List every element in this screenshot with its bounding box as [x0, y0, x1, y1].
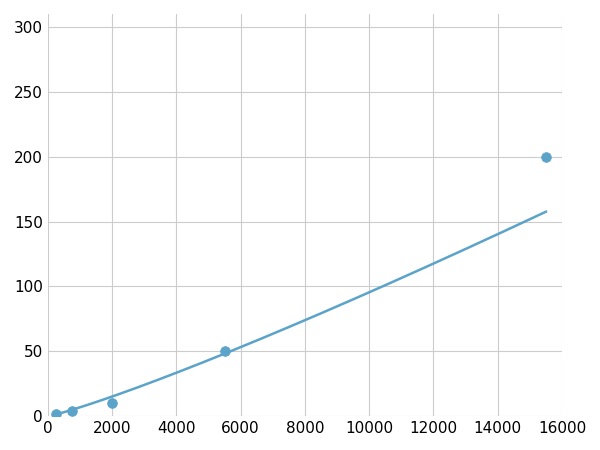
Point [107, 400, 117, 407]
Point [67, 407, 77, 414]
Point [541, 153, 551, 160]
Point [220, 348, 229, 355]
Point [51, 410, 61, 417]
